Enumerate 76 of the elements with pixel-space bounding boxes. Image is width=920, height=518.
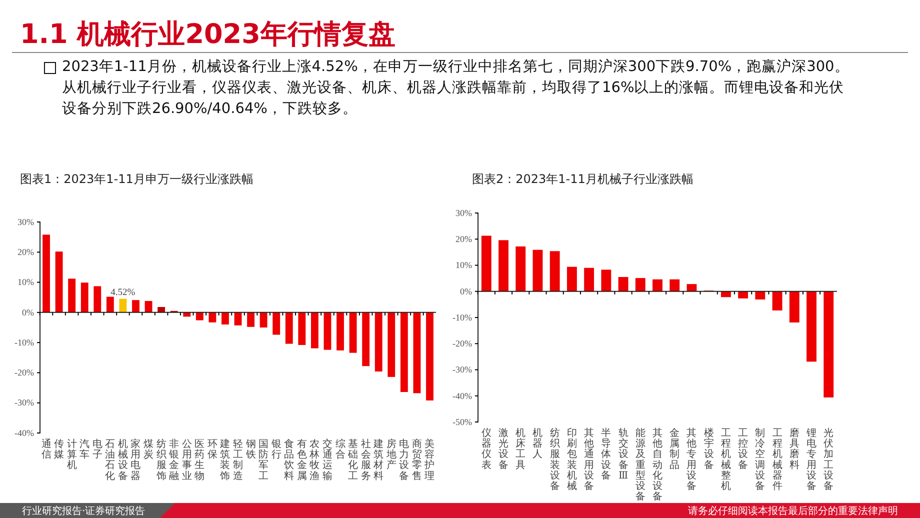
text: 2023年1-11月份，机械设备行业上涨4.52%，在申万一级行业中排名第七，同期沪深300下跌9.70%，跑赢沪深300。从机械行业子行业看，仪器仪表、激光设备、机床、机器人涨跌幅靠前，均取得了16%以上的涨幅。而锂电设备和光伏设备分别下跌26.90%/40.64%，下跌较多。 [62, 58, 850, 119]
y-tick-label: -10% [14, 337, 34, 348]
y-tick-label: -20% [14, 368, 34, 378]
y-tick-label: 30% [18, 216, 34, 227]
x-tick-label: 轨交设备Ⅲ [618, 427, 628, 482]
x-tick-label: 建筑装饰 [219, 438, 230, 482]
x-tick-label: 其他自动化设备 [652, 427, 662, 503]
x-tick-label: 制冷空调设备 [755, 427, 766, 492]
x-tick-label: 环保 [207, 439, 218, 461]
x-tick-label: 其他通用设备 [584, 427, 594, 492]
y-tick-label: -20% [452, 338, 472, 349]
x-tick-label: 机器人 [532, 427, 543, 460]
x-tick-label: 交通运输 [322, 438, 332, 482]
y-tick-label: 20% [456, 234, 472, 244]
x-tick-label: 激光设备 [498, 427, 508, 471]
x-tick-label: 通信 [41, 438, 52, 461]
x-tick-label: 商贸零售 [412, 438, 422, 482]
x-tick-label: 基础化工 [347, 438, 358, 482]
x-tick-label: 金属制品 [670, 427, 680, 471]
text: 1.1 机械行业2023年行情复盘 [20, 18, 396, 52]
x-tick-label: 印刷包装机械 [566, 427, 577, 492]
text: 请务必仔细阅读本报告最后部分的重要法律声明 [688, 505, 898, 517]
y-tick-label: 10% [18, 277, 34, 288]
x-tick-label: 煤炭 [144, 438, 154, 461]
chart-title: 图表1：2023年1-11月申万一级行业涨跌幅 [20, 172, 254, 186]
x-tick-label: 石油石化 [105, 439, 116, 482]
x-tick-label: 家用电器 [130, 438, 141, 482]
y-tick-label: -40% [14, 428, 34, 438]
x-tick-label: 工程机械器件 [772, 428, 782, 492]
x-tick-label: 磨具磨料 [789, 427, 800, 471]
x-tick-label: 电力设备 [399, 438, 410, 482]
x-tick-label: 有色金属 [296, 438, 307, 482]
x-tick-label: 房地产 [385, 438, 396, 472]
y-tick-label: 0% [460, 286, 472, 296]
x-tick-label: 轻工制造 [233, 438, 243, 482]
x-tick-label: 医药生物 [194, 439, 205, 482]
x-tick-label: 公用事业 [182, 438, 192, 482]
x-tick-label: 纺织服饰 [155, 438, 166, 482]
x-tick-label: 机床工具 [516, 427, 526, 471]
x-tick-label: 工程机械整机 [720, 428, 731, 492]
x-tick-label: 农林牧渔 [308, 439, 320, 482]
x-tick-label: 工控设备 [738, 428, 748, 471]
x-tick-label: 美容护理 [424, 438, 435, 482]
x-tick-label: 电子 [92, 438, 102, 461]
y-tick-label: -30% [452, 364, 472, 375]
text: 行业研究报告·证券研究报告 [22, 505, 146, 517]
data-label: 4.52% [110, 288, 136, 298]
x-tick-label: 能源及重型设备 [635, 427, 646, 503]
y-tick-label: 30% [456, 208, 472, 218]
x-tick-label: 钢铁 [244, 439, 256, 461]
x-tick-label: 机械设备 [118, 438, 128, 482]
y-tick-label: -40% [452, 390, 472, 401]
x-tick-label: 国防军工 [258, 439, 269, 482]
y-tick-label: 0% [22, 307, 34, 318]
x-tick-label: 纺织服装设备 [550, 427, 560, 492]
x-tick-label: 汽车 [80, 438, 90, 461]
x-tick-label: 光伏加工设备 [824, 427, 834, 492]
x-tick-label: 计算机 [66, 438, 77, 472]
x-tick-label: 其他专用设备 [686, 427, 697, 492]
x-tick-label: 综合 [335, 438, 346, 461]
x-tick-label: 非银金融 [168, 438, 180, 482]
x-tick-label: 仪器仪表 [481, 427, 492, 471]
x-tick-label: 半导体设备 [601, 427, 612, 482]
y-tick-label: -50% [452, 416, 472, 427]
x-tick-label: 社会服务 [360, 438, 371, 482]
x-tick-label: 传媒 [54, 439, 64, 461]
x-tick-label: 建筑材料 [372, 438, 384, 482]
chart-title: 图表2：2023年1-11月机械子行业涨跌幅 [472, 172, 694, 186]
y-tick-label: 20% [18, 247, 34, 258]
y-tick-label: -10% [452, 312, 472, 322]
x-tick-label: 楼宇设备 [704, 427, 714, 471]
y-tick-label: -30% [14, 398, 34, 408]
x-tick-label: 食品饮料 [283, 438, 294, 482]
x-tick-label: 银行 [270, 439, 282, 461]
x-tick-label: 锂电专用设备 [806, 428, 817, 492]
y-tick-label: 10% [456, 260, 472, 270]
